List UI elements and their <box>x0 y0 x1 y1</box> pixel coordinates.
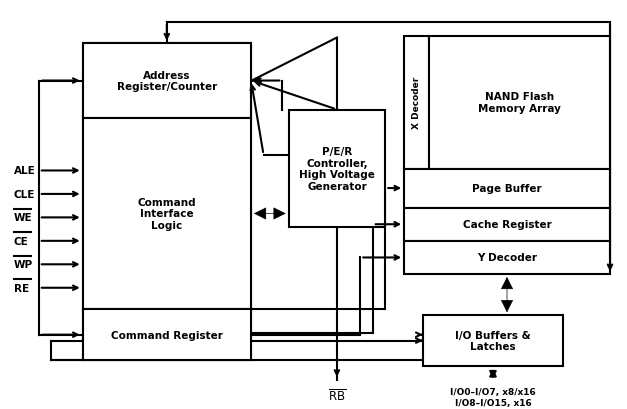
Bar <box>83 44 251 360</box>
Bar <box>83 310 251 360</box>
Text: I/O0–I/O7, x8/x16
I/O8–I/O15, x16: I/O0–I/O7, x8/x16 I/O8–I/O15, x16 <box>450 387 536 407</box>
Text: Command
Interface
Logic: Command Interface Logic <box>137 198 196 231</box>
Bar <box>404 169 610 208</box>
Bar <box>423 315 563 366</box>
Text: ALE: ALE <box>14 166 36 176</box>
Bar <box>288 110 385 227</box>
Bar <box>404 36 429 169</box>
Text: CLE: CLE <box>14 189 35 200</box>
Text: Cache Register: Cache Register <box>463 220 551 230</box>
Text: Address
Register/Counter: Address Register/Counter <box>117 71 217 92</box>
Text: WE: WE <box>14 213 33 223</box>
Text: X Decoder: X Decoder <box>412 77 421 129</box>
Text: NAND Flash
Memory Array: NAND Flash Memory Array <box>478 92 561 114</box>
Text: Command Register: Command Register <box>111 330 223 340</box>
Text: CE: CE <box>14 236 29 246</box>
Bar <box>404 241 610 274</box>
Text: P/E/R
Controller,
High Voltage
Generator: P/E/R Controller, High Voltage Generator <box>299 147 375 191</box>
Bar <box>429 36 610 169</box>
Text: $\overline{\mathsf{RB}}$: $\overline{\mathsf{RB}}$ <box>328 387 346 403</box>
Bar <box>83 44 251 118</box>
Text: WP: WP <box>14 260 33 270</box>
Text: RE: RE <box>14 283 29 293</box>
Text: Y Decoder: Y Decoder <box>477 253 537 263</box>
Text: Page Buffer: Page Buffer <box>472 184 542 193</box>
Text: I/O Buffers &
Latches: I/O Buffers & Latches <box>455 330 531 351</box>
Bar <box>404 208 610 241</box>
Bar <box>83 118 251 310</box>
